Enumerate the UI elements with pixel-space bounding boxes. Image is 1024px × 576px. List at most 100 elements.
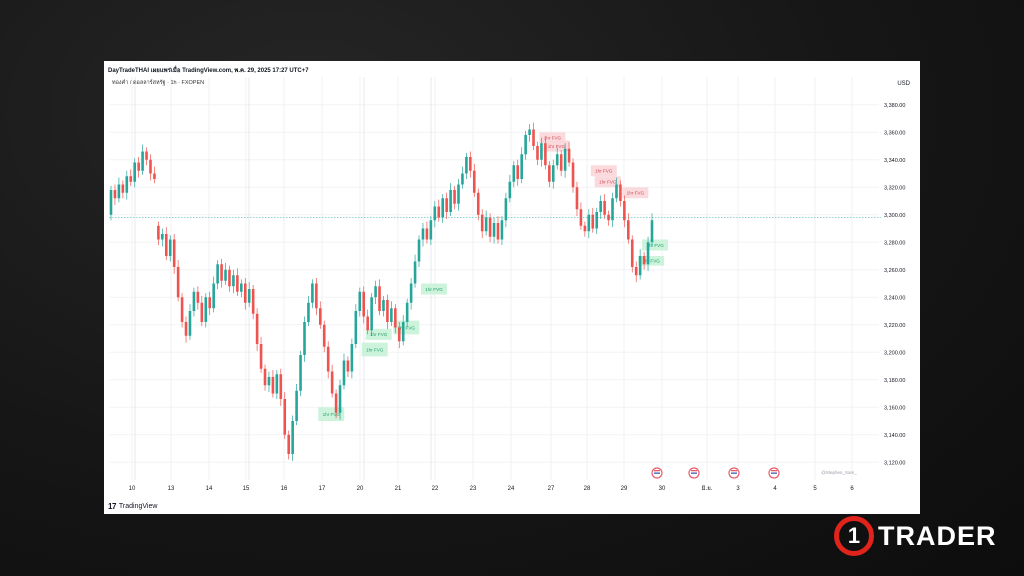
candle-body: [334, 393, 338, 413]
candle-body: [133, 162, 136, 182]
fvg-zone: [543, 140, 570, 152]
candle-body: [417, 239, 421, 262]
fvg-zone: [420, 283, 447, 295]
candle-body: [449, 190, 452, 212]
candle-body: [504, 198, 508, 221]
candle-body: [465, 157, 468, 174]
candle-body: [208, 297, 212, 309]
candle-body: [247, 289, 251, 303]
candle-body: [469, 157, 472, 171]
x-tick-label: 29: [621, 486, 628, 492]
fvg-label: 1hr FVG: [370, 332, 388, 337]
fvg-label: 1hr FVG: [548, 144, 566, 149]
x-tick-label: 10: [129, 486, 136, 492]
candle-body: [484, 217, 488, 232]
symbol-legend[interactable]: ทองคำ / ดอลลาร์สหรัฐ · 1h · FXOPEN: [112, 80, 205, 86]
candle-body: [603, 201, 606, 215]
fvg-label: 1hr FVG: [398, 325, 416, 330]
candle-body: [500, 220, 504, 240]
candle-body: [232, 275, 235, 287]
chart-card: 3,380.00 3,360.00 3,340.00 3,320.00 3,300.00…: [104, 61, 920, 514]
candle-body: [350, 344, 354, 372]
candle-body: [536, 146, 539, 160]
fvg-zone: [365, 328, 392, 340]
candle-body: [200, 302, 204, 322]
candle-body: [129, 176, 133, 182]
candle-body: [161, 234, 164, 240]
us-flag-stripe: [654, 470, 660, 472]
candle-body: [575, 187, 579, 210]
candle-body: [567, 148, 571, 163]
y-tick-label: 3,180.00: [884, 378, 905, 384]
candle-body: [113, 190, 117, 199]
candle-body: [196, 291, 200, 303]
candle-body: [559, 154, 563, 171]
x-tick-label: 28: [584, 486, 591, 492]
candle-body: [168, 239, 172, 256]
candle-body: [544, 143, 547, 166]
candle-body: [386, 300, 389, 322]
candle-body: [374, 286, 377, 298]
candle-body: [437, 206, 441, 218]
candle-body: [141, 151, 144, 171]
tradingview-logo-icon: 17: [108, 502, 116, 511]
fvg-label: 1hr FVG: [366, 347, 384, 352]
candle-body: [125, 176, 129, 193]
brand-ring-icon: 1: [834, 516, 874, 556]
candle-body: [188, 311, 192, 336]
candle-body: [571, 162, 575, 188]
candle-body: [322, 324, 326, 347]
candle-body: [492, 223, 496, 237]
candle-body: [409, 283, 413, 303]
candle-body: [528, 129, 531, 135]
x-tick-label: 23: [470, 486, 477, 492]
candle-body: [496, 223, 500, 240]
x-tick-label: 4: [773, 486, 777, 492]
candle-body: [642, 256, 646, 265]
fvg-zone: [622, 187, 649, 199]
candle-body: [362, 291, 366, 317]
candle-body: [236, 275, 239, 292]
candle-body: [157, 225, 160, 240]
candle-body: [390, 308, 393, 322]
fvg-label: 1hr FVG: [425, 287, 443, 292]
x-tick-label: 6: [850, 486, 854, 492]
x-tick-label: 17: [319, 486, 326, 492]
candle-body: [279, 374, 283, 399]
candle-body: [240, 283, 243, 292]
trader-brand-logo: 1 TRADER: [834, 516, 997, 556]
fvg-zone: [594, 176, 621, 188]
candle-body: [429, 220, 433, 240]
x-tick-label: 27: [548, 486, 555, 492]
candle-body: [338, 385, 342, 413]
candle-body: [287, 434, 291, 454]
fvg-zone: [642, 239, 669, 251]
candle-body: [275, 374, 279, 394]
candle-body: [382, 300, 385, 311]
candle-body: [508, 181, 512, 199]
candle-body: [267, 377, 271, 386]
candle-body: [413, 261, 417, 284]
candle-body: [425, 228, 429, 240]
candle-body: [318, 308, 322, 325]
tradingview-logo[interactable]: 17 TradingView: [108, 502, 157, 511]
candle-body: [611, 198, 614, 221]
candle-body: [646, 242, 650, 265]
us-flag-stripe: [731, 472, 737, 474]
candle-body: [216, 264, 219, 284]
candle-body: [243, 283, 247, 303]
price-chart[interactable]: 3,380.00 3,360.00 3,340.00 3,320.00 3,300.00…: [104, 61, 920, 514]
candle-body: [204, 297, 208, 322]
candle-body: [326, 346, 330, 372]
y-tick-label: 3,120.00: [884, 460, 905, 466]
currency-label[interactable]: USD: [897, 81, 910, 87]
candle-body: [172, 239, 176, 267]
x-tick-label: 24: [508, 486, 515, 492]
candle-body: [192, 291, 196, 311]
candle-body: [153, 173, 156, 179]
candle-body: [551, 165, 555, 182]
x-tick-label: 16: [281, 486, 288, 492]
candle-body: [263, 368, 267, 386]
candle-body: [512, 165, 516, 182]
x-tick-label: 21: [395, 486, 402, 492]
